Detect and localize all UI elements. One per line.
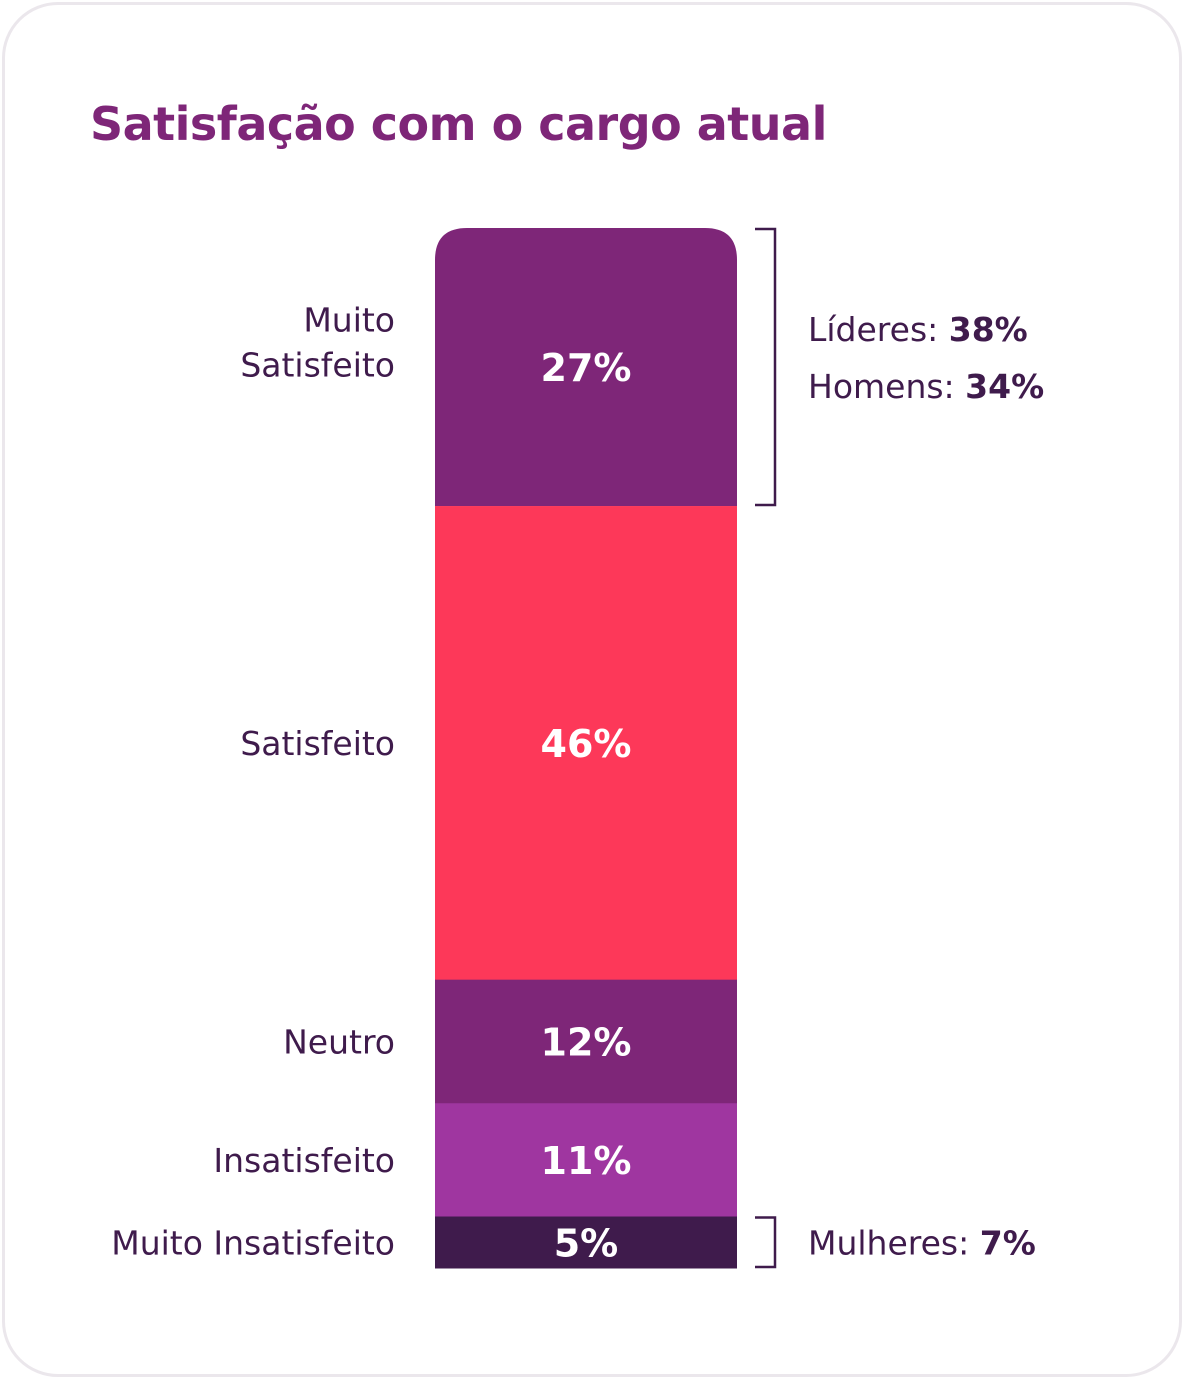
- category-label-line: Insatisfeito: [213, 1141, 395, 1180]
- category-label-satisfeito: Satisfeito: [240, 724, 395, 763]
- bracket-muito-insatisfeito: [755, 1216, 777, 1269]
- annotation-label: Líderes:: [808, 310, 949, 349]
- bar-segment-satisfeito: [435, 506, 737, 981]
- annotation-muito-satisfeito-1: Homens: 34%: [808, 367, 1044, 406]
- category-label-neutro: Neutro: [283, 1022, 395, 1061]
- category-label-line: Satisfeito: [240, 346, 395, 385]
- annotation-muito-satisfeito-0: Líderes: 38%: [808, 310, 1028, 349]
- annotation-label: Mulheres:: [808, 1223, 980, 1262]
- bar-segment-insatisfeito: [435, 1103, 737, 1218]
- value-label-insatisfeito: 11%: [541, 1139, 632, 1183]
- category-label-line: Satisfeito: [240, 724, 395, 763]
- category-label-muito-insatisfeito: Muito Insatisfeito: [111, 1223, 395, 1262]
- category-label-muito-satisfeito: Muito Satisfeito: [240, 301, 395, 385]
- category-label-insatisfeito: Insatisfeito: [213, 1141, 395, 1180]
- value-label-neutro: 12%: [541, 1020, 632, 1064]
- bar-segment-muito-insatisfeito: [435, 1216, 737, 1269]
- category-label-line: Muito: [303, 301, 395, 340]
- category-label-line: Muito Insatisfeito: [111, 1223, 395, 1262]
- annotation-value: 7%: [980, 1223, 1036, 1262]
- chart-title: Satisfação com o cargo atual: [90, 97, 827, 151]
- value-label-muito-insatisfeito: 5%: [554, 1221, 619, 1265]
- annotation-value: 38%: [949, 310, 1028, 349]
- category-label-line: Neutro: [283, 1022, 395, 1061]
- annotation-label: Homens:: [808, 367, 965, 406]
- bar-segment-muito-satisfeito: [435, 228, 737, 507]
- annotation-value: 34%: [965, 367, 1044, 406]
- value-label-satisfeito: 46%: [541, 722, 632, 766]
- annotation-muito-insatisfeito-0: Mulheres: 7%: [808, 1223, 1036, 1262]
- bracket-muito-satisfeito: [755, 227, 777, 507]
- value-label-muito-satisfeito: 27%: [541, 346, 632, 390]
- bar-segment-neutro: [435, 979, 737, 1104]
